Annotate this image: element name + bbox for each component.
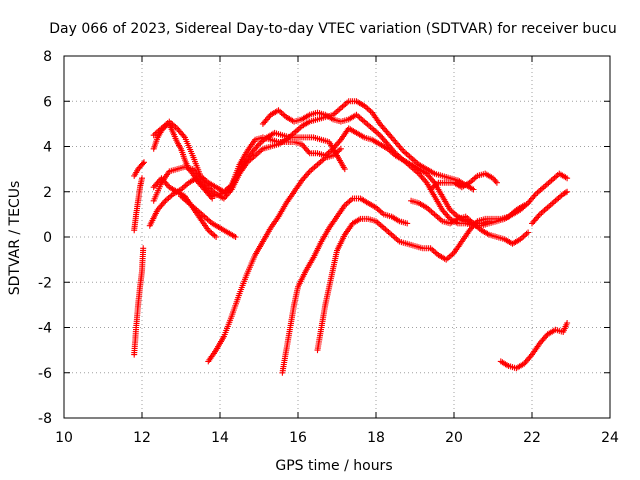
data-point (213, 234, 220, 240)
x-tick-label: 22 (523, 430, 541, 446)
data-point (525, 229, 532, 236)
data-point (521, 202, 528, 209)
data-point (470, 186, 477, 193)
series-arc-17 (529, 188, 571, 227)
x-tick-labels: 10 12 14 16 18 20 22 24 (55, 430, 619, 446)
data-point (564, 175, 571, 182)
x-tick-label: 20 (445, 430, 463, 446)
y-tick-label: 4 (43, 140, 52, 156)
data-point (341, 166, 348, 173)
series-arc-14 (408, 197, 532, 247)
data-point (139, 175, 145, 182)
x-tick-label: 10 (55, 430, 73, 446)
data-layer (131, 98, 571, 376)
series-arc-18 (525, 170, 571, 207)
y-tick-label: 0 (43, 230, 52, 246)
y-tick-label: -4 (38, 321, 52, 337)
data-point (564, 188, 571, 195)
x-tick-label: 12 (133, 430, 151, 446)
series-arc-10 (259, 107, 532, 229)
y-axis-label: SDTVAR / TECUs (7, 181, 23, 296)
series-arc-2 (131, 175, 145, 234)
series-arc-9 (178, 193, 239, 240)
series-arc-1 (131, 245, 147, 358)
data-point (140, 245, 147, 252)
data-point (493, 179, 500, 186)
series-arc-11 (205, 145, 344, 365)
data-point (337, 145, 344, 152)
y-tick-label: 8 (43, 49, 52, 65)
y-tick-labels: 8 6 4 2 0 -2 -4 -6 -8 (38, 49, 52, 427)
data-point (564, 320, 571, 326)
x-axis-label: GPS time / hours (275, 458, 392, 474)
x-tick-label: 14 (211, 430, 229, 446)
y-tick-label: -6 (38, 366, 52, 382)
x-tick-label: 24 (601, 430, 619, 446)
data-point (404, 220, 411, 227)
data-point (562, 189, 569, 196)
series-arc-12 (279, 195, 411, 376)
y-tick-label: -2 (38, 275, 52, 291)
y-tick-label: 6 (43, 94, 52, 110)
y-tick-label: -8 (38, 411, 52, 427)
series-arc-16 (497, 320, 571, 372)
data-point (140, 160, 146, 167)
chart-title: Day 066 of 2023, Sidereal Day-to-day VTE… (49, 21, 617, 37)
data-point (141, 159, 147, 166)
data-point (209, 195, 216, 202)
series-arc-13 (314, 202, 528, 354)
data-point (232, 234, 239, 240)
series-arc-15 (427, 170, 500, 193)
x-tick-label: 16 (289, 430, 307, 446)
series-arc-3 (131, 159, 147, 179)
y-tick-label: 2 (43, 185, 52, 201)
x-tick-label: 18 (367, 430, 385, 446)
axis-ticks (63, 55, 611, 419)
